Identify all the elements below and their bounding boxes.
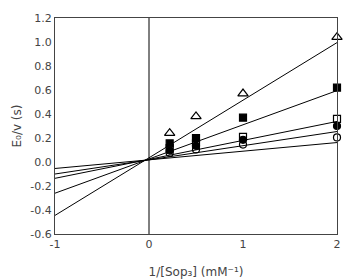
svg-text:0.8: 0.8	[34, 60, 52, 73]
svg-text:0.6: 0.6	[34, 84, 52, 97]
svg-text:0.4: 0.4	[34, 108, 52, 121]
svg-text:1/[Sop₃] (mM⁻¹): 1/[Sop₃] (mM⁻¹)	[149, 265, 244, 279]
svg-text:1.0: 1.0	[34, 36, 52, 49]
svg-text:-0.4: -0.4	[30, 204, 51, 217]
svg-text:-0.6: -0.6	[30, 228, 51, 241]
svg-text:2: 2	[334, 238, 341, 251]
svg-text:1: 1	[240, 238, 247, 251]
svg-text:0.0: 0.0	[34, 156, 52, 169]
svg-text:0.2: 0.2	[34, 132, 52, 145]
svg-text:-0.2: -0.2	[30, 180, 51, 193]
svg-text:1.2: 1.2	[34, 12, 52, 25]
svg-text:0: 0	[146, 238, 153, 251]
svg-text:-1: -1	[50, 238, 61, 251]
svg-text:E₀/v (s): E₀/v (s)	[10, 105, 24, 148]
